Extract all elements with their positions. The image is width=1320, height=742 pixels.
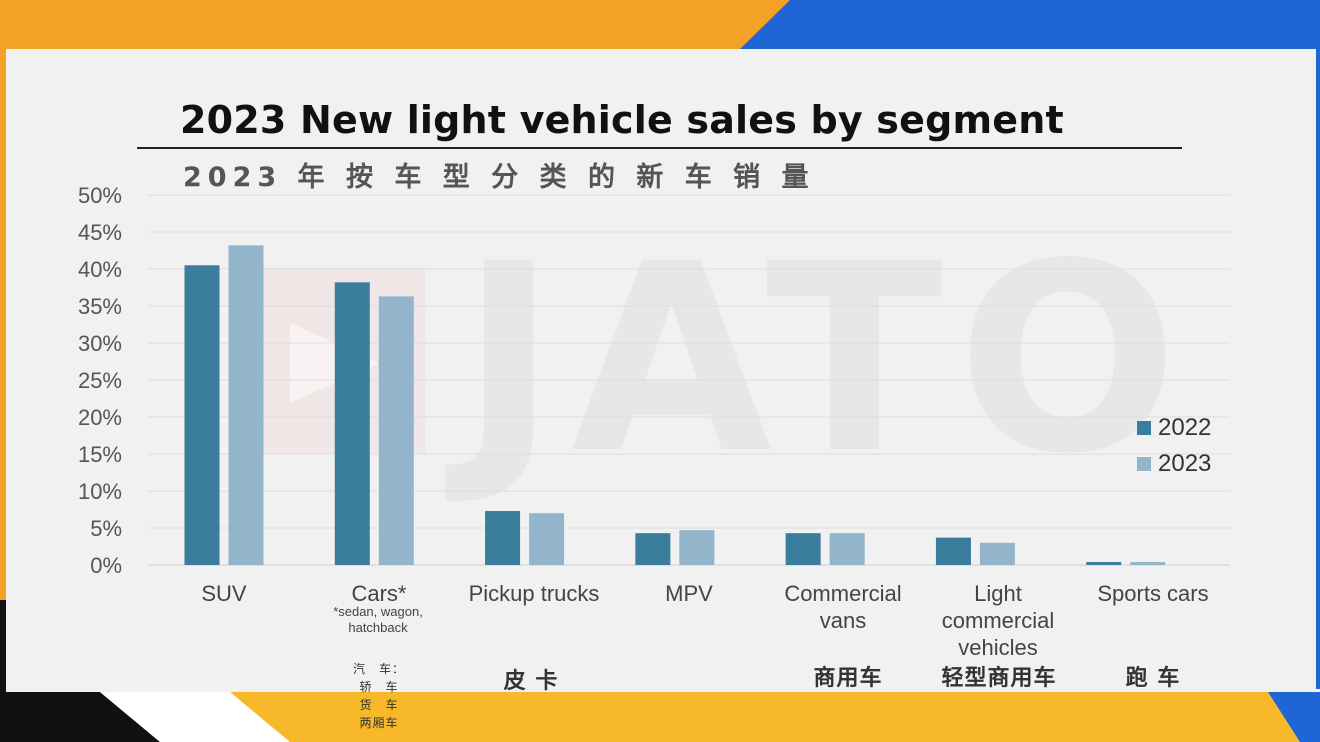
category-note-cn-line: 汽 车： (352, 662, 405, 676)
category-note-cn: 汽 车： 轿 车 货 车 两厢车 (334, 660, 424, 732)
legend-label: 2023 (1158, 450, 1212, 477)
bar-2022-0 (184, 265, 220, 565)
x-tick-label: Pickup trucks (468, 581, 600, 606)
y-tick-label: 0% (90, 553, 122, 578)
x-tick-label: Cars* (351, 581, 407, 606)
y-tick-label: 30% (78, 331, 122, 356)
bar-2022-1 (334, 282, 370, 565)
bar-2023-6 (1130, 562, 1166, 565)
y-tick-label: 20% (78, 405, 122, 430)
x-tick-label-cn: 皮 卡 (503, 669, 559, 694)
bar-2023-1 (378, 296, 414, 565)
chart-title: 2023 New light vehicle sales by segment (180, 98, 1064, 142)
title-divider (137, 147, 1182, 149)
x-tick-label: Sports cars (1097, 581, 1209, 606)
bar-2022-5 (935, 537, 971, 565)
chart-subtitle: 2023 年 按 车 型 分 类 的 新 车 销 量 (183, 162, 815, 193)
x-tick-label-cn: 跑 车 (1125, 666, 1181, 691)
x-tick-label-cn: 轻型商用车 (941, 666, 1057, 691)
x-tick-label: Light commercial vehicles (941, 581, 1055, 660)
bar-2022-3 (635, 533, 671, 565)
y-tick-label: 5% (90, 516, 122, 541)
y-tick-label: 15% (78, 442, 122, 467)
category-note: *sedan, wagon, hatchback (333, 604, 423, 635)
x-tick-label: Commercial vans (784, 581, 902, 633)
legend-item-2022: 2022 (1137, 410, 1211, 446)
legend: 2022 2023 (1137, 410, 1211, 482)
y-tick-label: 35% (78, 294, 122, 319)
category-note-cn-line: 货 车 (359, 698, 399, 712)
bar-2023-4 (829, 533, 865, 565)
legend-swatch-2023 (1137, 457, 1151, 471)
bar-2023-0 (228, 245, 264, 565)
legend-item-2023: 2023 (1137, 446, 1211, 482)
watermark: JATO (460, 209, 1193, 511)
legend-swatch-2022 (1137, 421, 1151, 435)
bar-2023-5 (979, 542, 1015, 565)
category-note-cn-line: 两厢车 (359, 716, 399, 730)
legend-label: 2022 (1158, 414, 1212, 441)
y-tick-label: 45% (78, 220, 122, 245)
bar-2023-3 (679, 530, 715, 565)
bar-2022-4 (785, 533, 821, 565)
y-tick-label: 50% (78, 183, 122, 208)
category-note-cn-line: 轿 车 (359, 680, 399, 694)
bar-2023-2 (529, 513, 565, 565)
x-tick-label-cn: 商用车 (813, 666, 883, 691)
y-tick-label: 25% (78, 368, 122, 393)
x-tick-label: MPV (665, 581, 713, 606)
x-tick-label: SUV (201, 581, 247, 606)
y-tick-label: 10% (78, 479, 122, 504)
bar-2022-2 (485, 510, 521, 565)
bar-2022-6 (1086, 562, 1122, 565)
y-tick-label: 40% (78, 257, 122, 282)
